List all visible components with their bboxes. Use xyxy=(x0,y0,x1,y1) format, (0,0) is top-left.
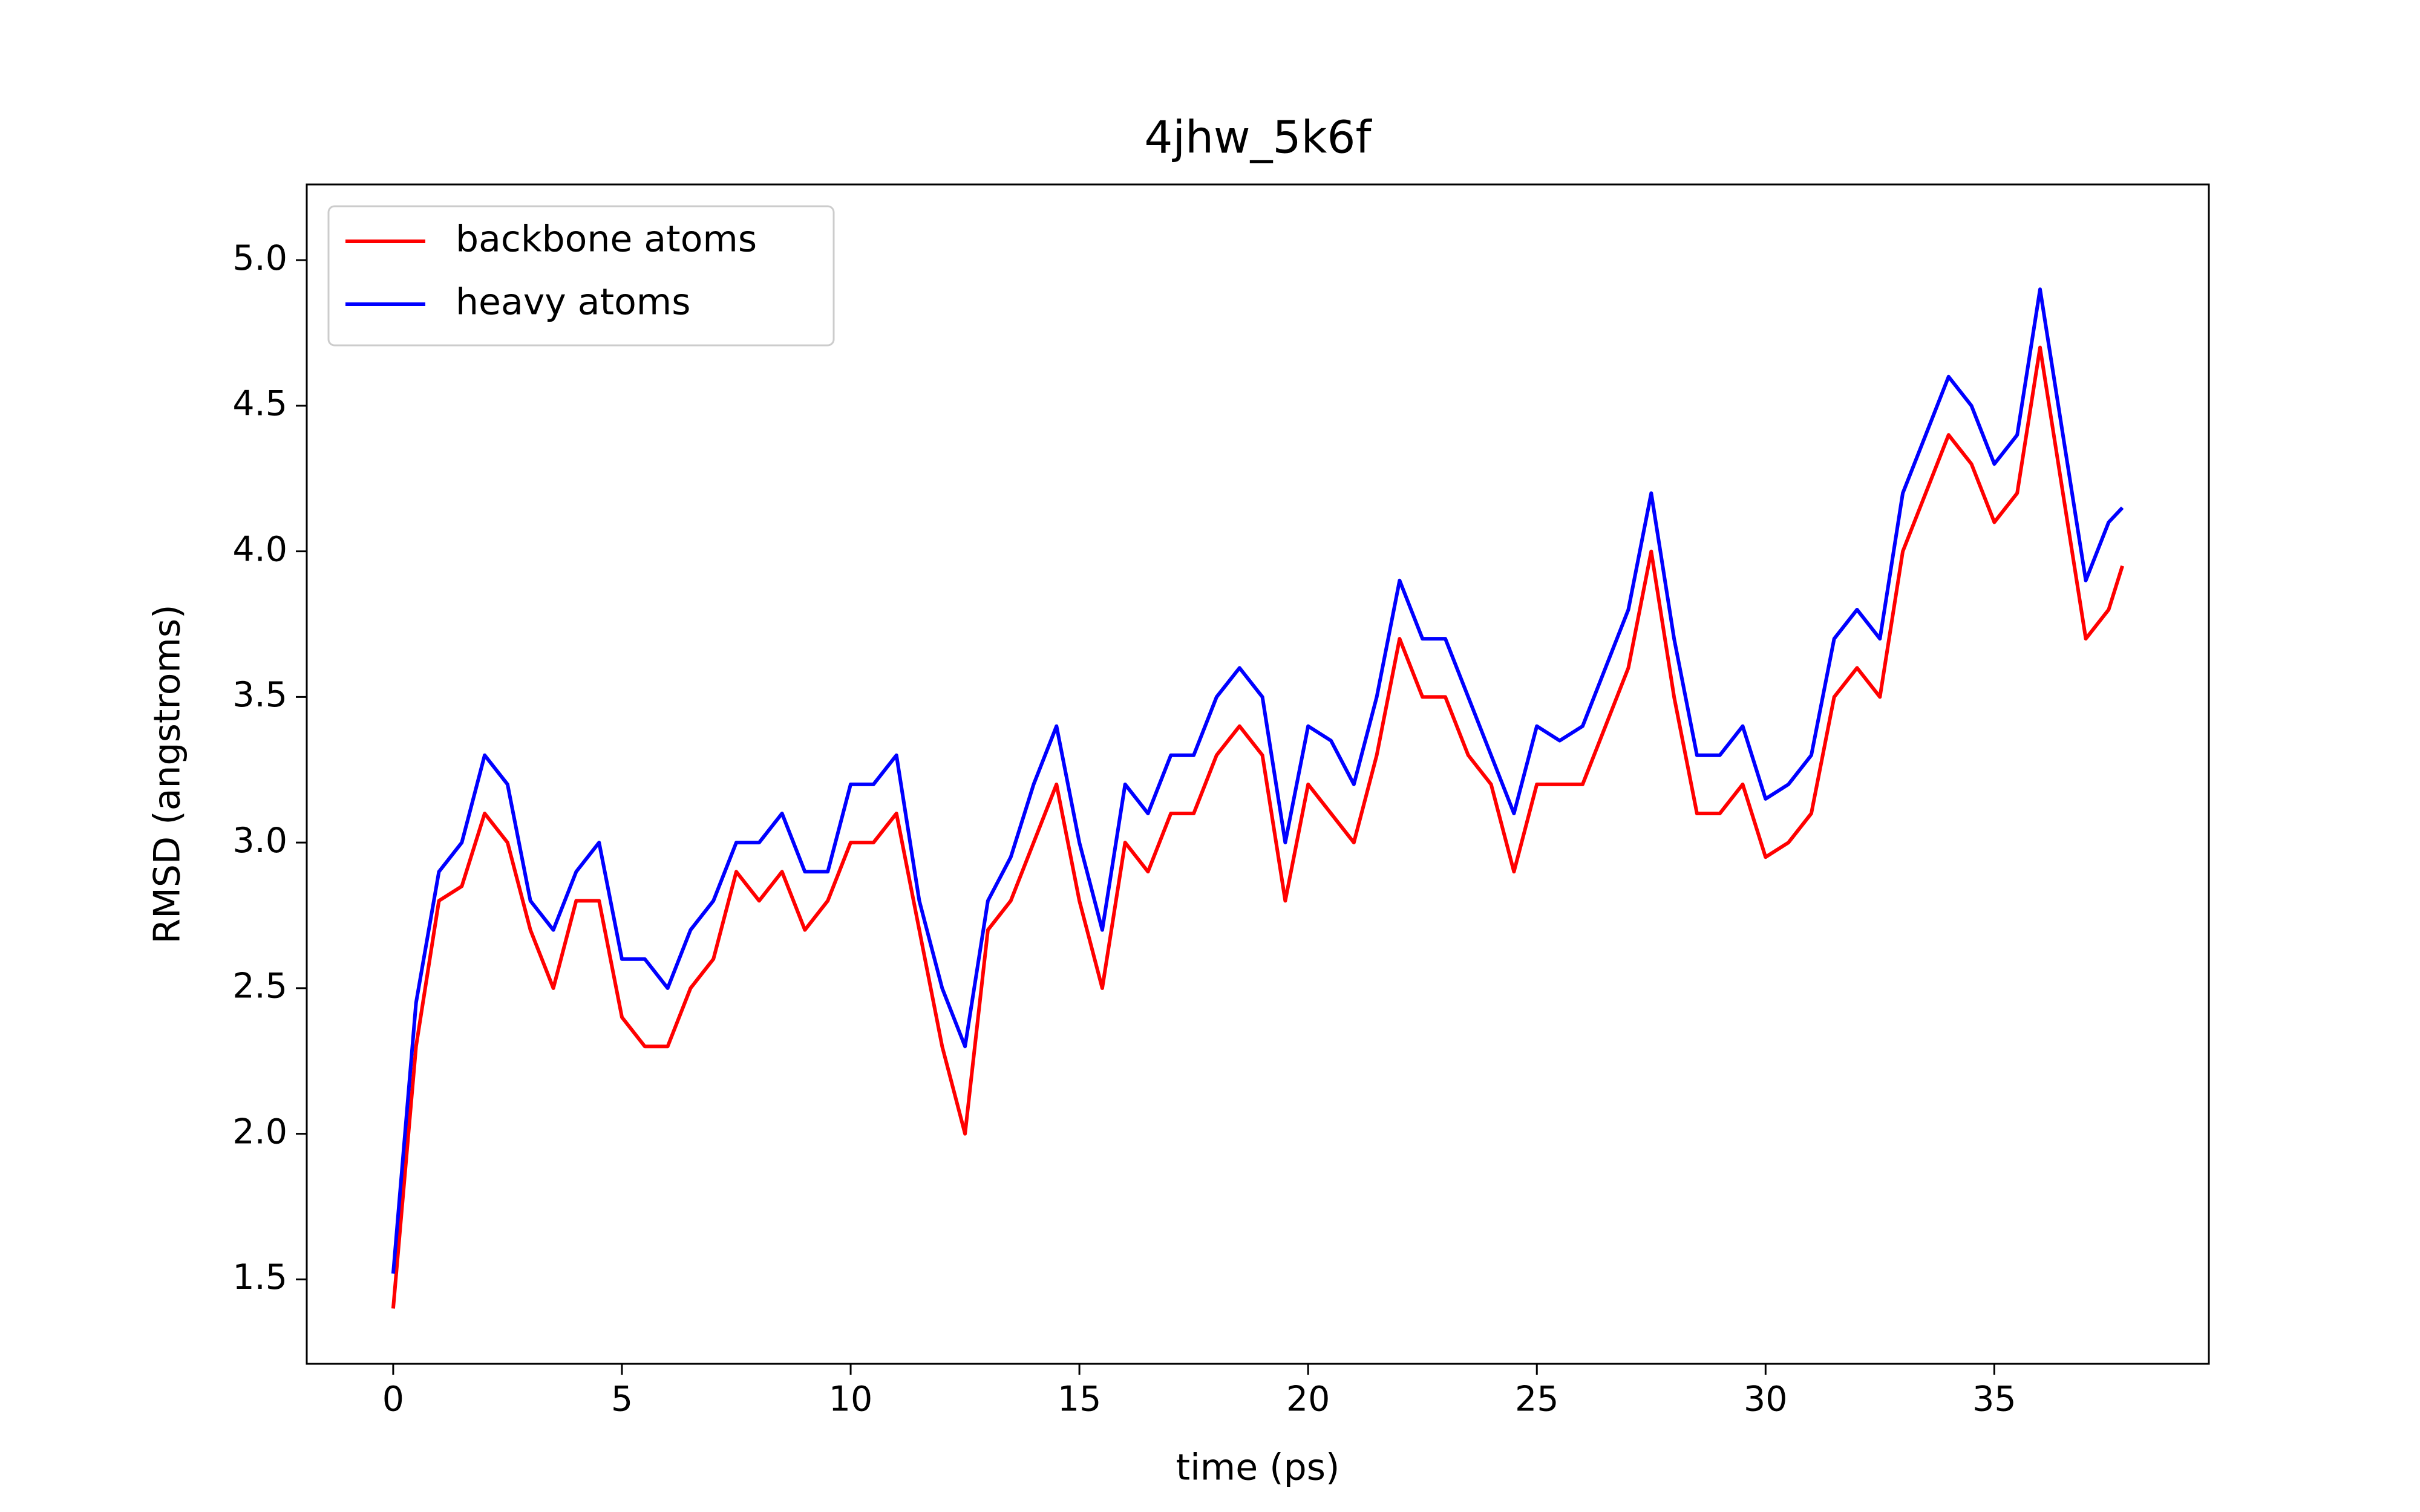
x-tick-label: 15 xyxy=(1058,1380,1102,1419)
y-tick-label: 4.0 xyxy=(232,529,287,569)
y-tick-label: 4.5 xyxy=(232,384,287,424)
x-tick-label: 20 xyxy=(1286,1380,1330,1419)
data-line xyxy=(391,345,2124,1309)
y-tick-label: 1.5 xyxy=(232,1257,287,1297)
x-tick-label: 0 xyxy=(382,1380,404,1419)
legend: backbone atoms heavy atoms xyxy=(327,205,835,347)
y-tick-label: 3.5 xyxy=(232,675,287,715)
data-line xyxy=(391,287,2124,1274)
legend-box xyxy=(327,205,835,347)
x-tick-label: 35 xyxy=(1972,1380,2016,1419)
y-axis-label: RMSD (angstroms) xyxy=(146,604,189,943)
x-tick-label: 5 xyxy=(611,1380,633,1419)
plot-frame xyxy=(306,183,2210,1365)
x-tick-label: 10 xyxy=(829,1380,873,1419)
y-tick-label: 5.0 xyxy=(232,238,287,278)
x-axis-label: time (ps) xyxy=(1176,1447,1340,1489)
y-tick-label: 2.0 xyxy=(232,1112,287,1152)
legend-label: heavy atoms xyxy=(456,281,691,324)
y-tick-label: 3.0 xyxy=(232,821,287,861)
legend-label: backbone atoms xyxy=(456,218,757,261)
x-tick-label: 30 xyxy=(1744,1380,1788,1419)
y-tick-label: 2.5 xyxy=(232,966,287,1006)
chart-title: 4jhw_5k6f xyxy=(1144,112,1372,164)
x-tick-label: 25 xyxy=(1515,1380,1559,1419)
